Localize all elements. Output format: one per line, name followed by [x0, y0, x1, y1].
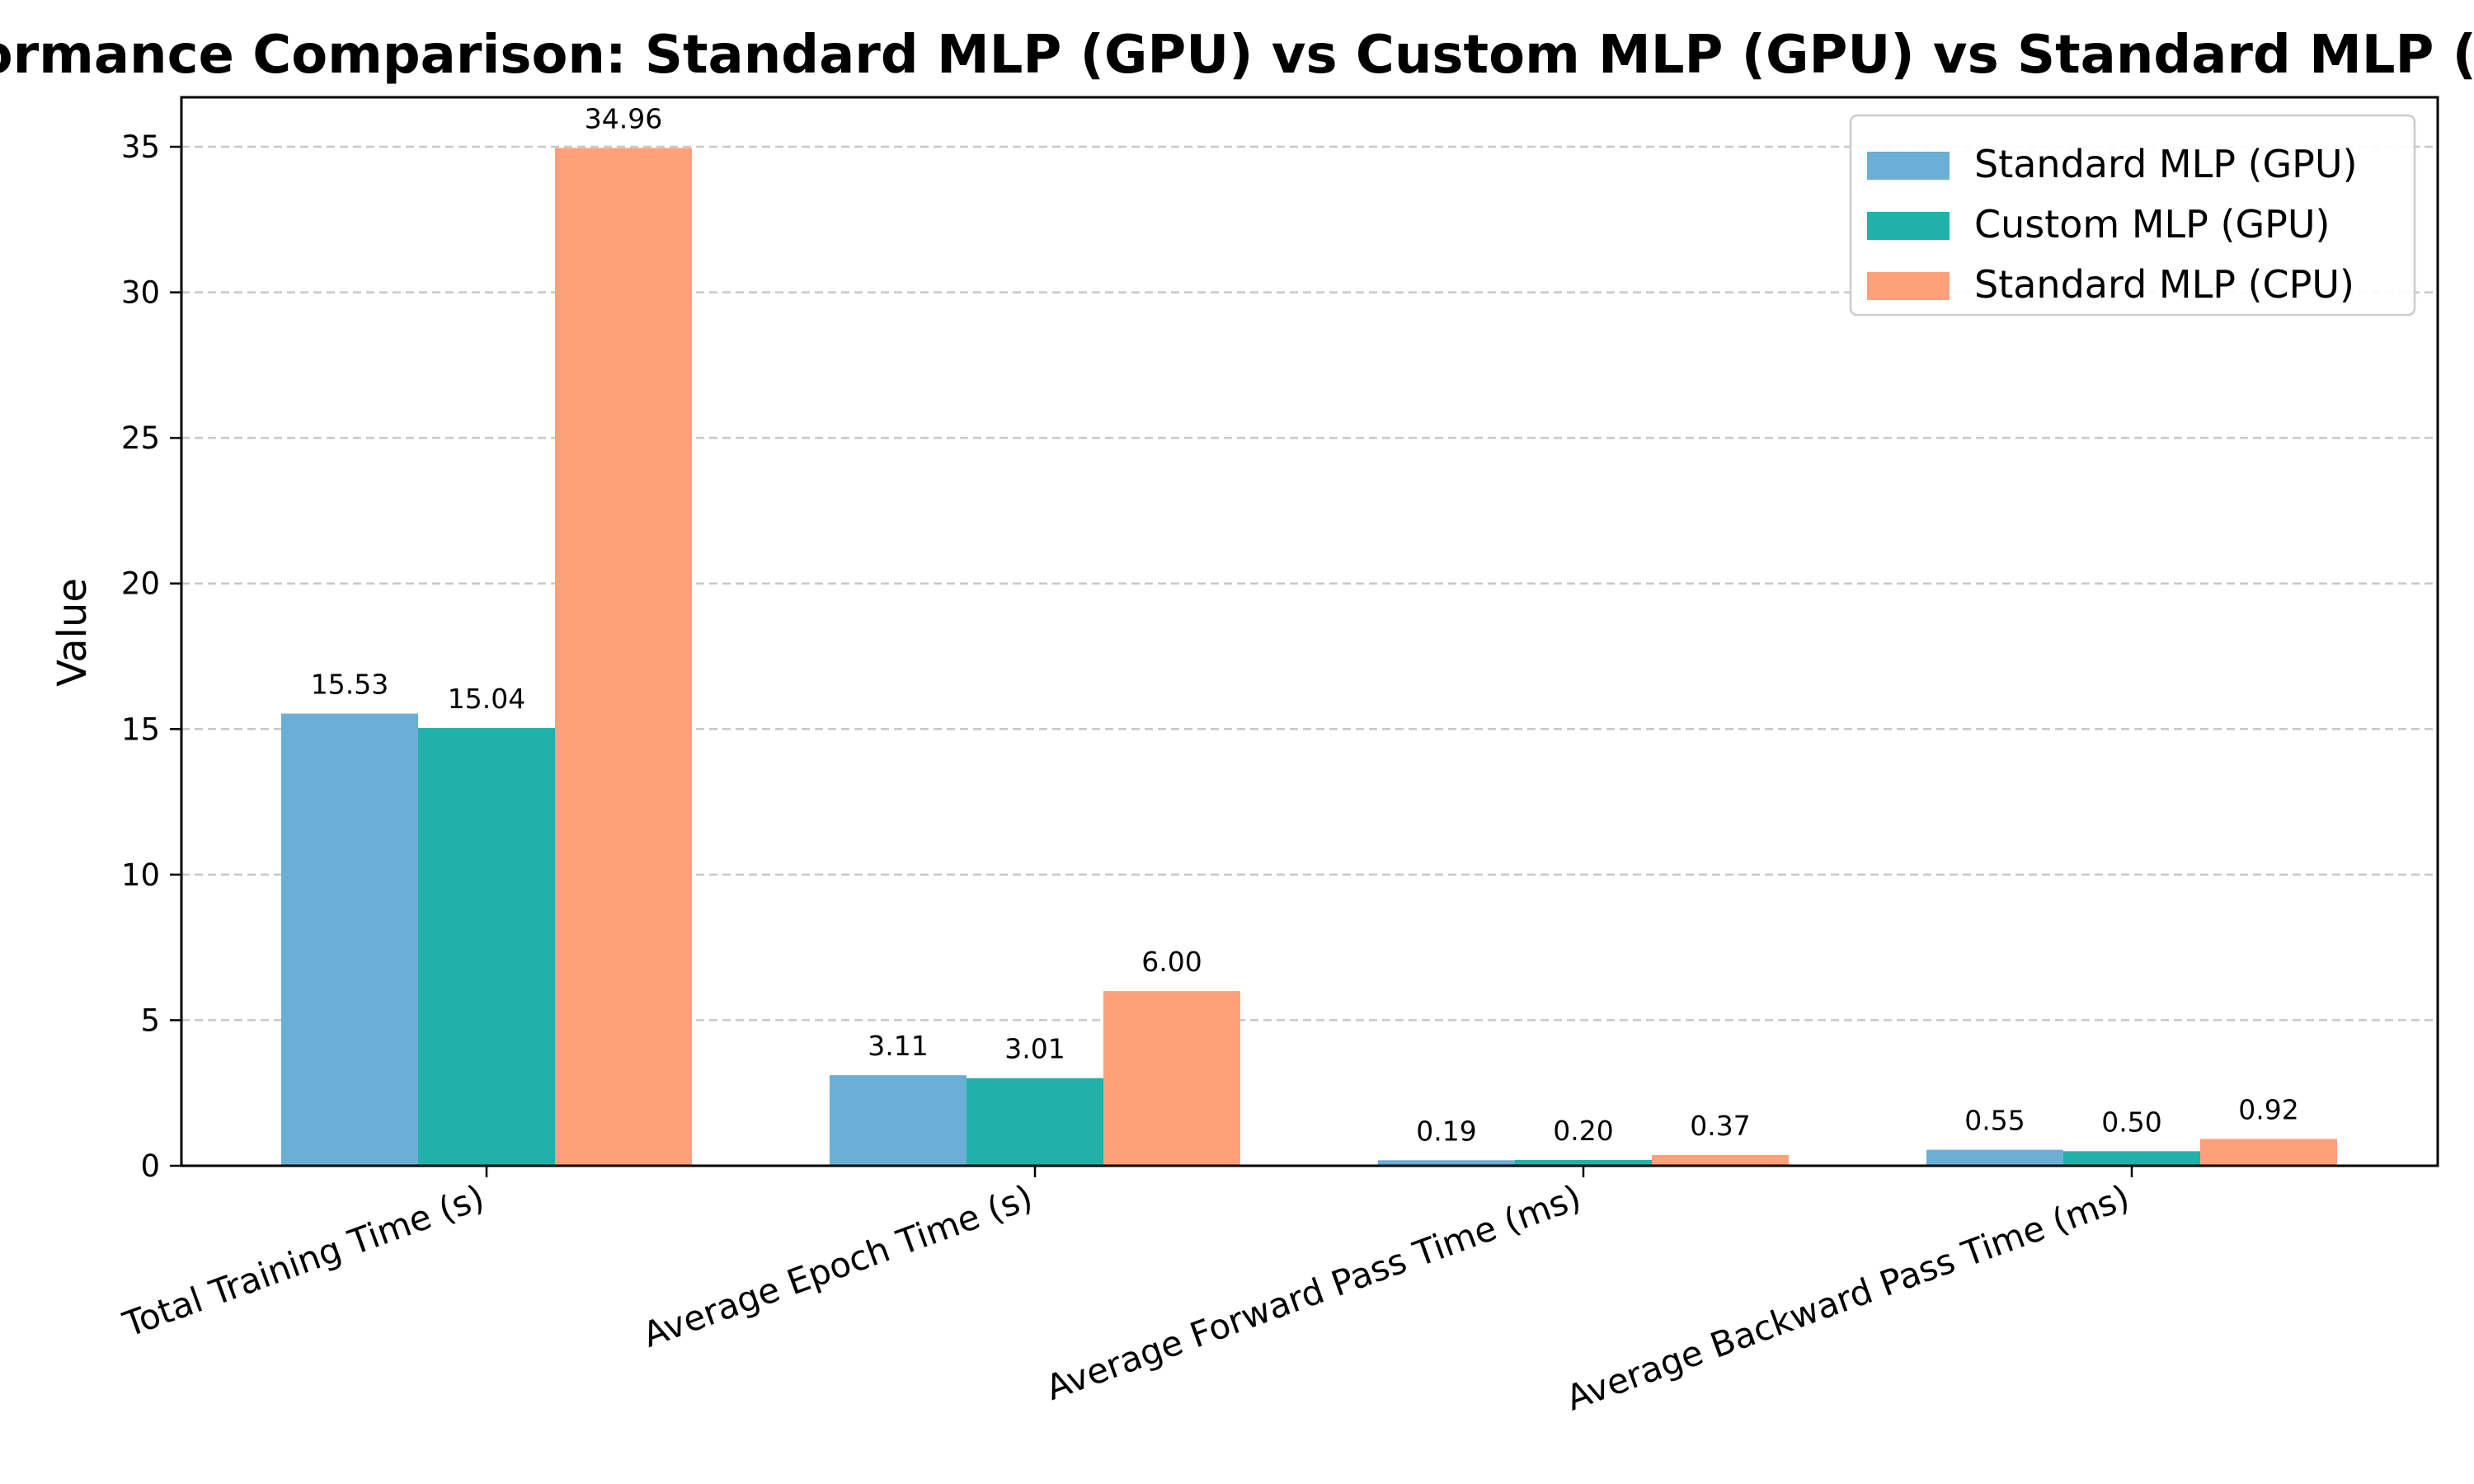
y-tick-label: 20 — [121, 566, 160, 602]
data-label: 3.01 — [1004, 1033, 1065, 1065]
bar — [830, 1075, 967, 1166]
data-labels: 15.53 15.04 34.96 3.11 3.01 6.00 0.19 0.20 0.37 0… — [311, 102, 2299, 1147]
bar — [1515, 1159, 1652, 1166]
data-label: 6.00 — [1141, 946, 1202, 978]
y-tick-label: 10 — [121, 857, 160, 893]
bar — [418, 727, 555, 1166]
data-label: 34.96 — [585, 102, 662, 134]
legend-label: Standard MLP (CPU) — [1974, 262, 2354, 307]
legend-label: Standard MLP (GPU) — [1974, 142, 2358, 186]
bar — [2200, 1139, 2337, 1166]
x-tick-label: Average Epoch Time (s) — [637, 1176, 1037, 1355]
bar — [1926, 1149, 2063, 1166]
bar — [2063, 1151, 2200, 1166]
bar — [967, 1078, 1103, 1166]
plot-frame — [180, 96, 2439, 1167]
legend: Standard MLP (GPU) Custom MLP (GPU) Standa… — [1849, 114, 2416, 317]
data-label: 0.92 — [2238, 1094, 2298, 1126]
y-tick-label: 30 — [121, 275, 160, 311]
y-tick-label: 35 — [121, 129, 160, 165]
bars — [281, 148, 2337, 1167]
chart-title: Performance Comparison: Standard MLP (GP… — [0, 25, 2474, 86]
y-tick-label: 0 — [140, 1148, 160, 1184]
bar — [1103, 991, 1240, 1166]
data-label: 0.50 — [2101, 1106, 2161, 1138]
x-tick-label: Total Training Time (s) — [117, 1176, 489, 1345]
y-axis-label: Value — [49, 578, 96, 687]
data-label: 0.37 — [1690, 1110, 1750, 1142]
legend-box — [1849, 114, 2416, 317]
legend-swatch — [1867, 212, 1950, 240]
bar — [1652, 1154, 1789, 1166]
y-tick-label: 25 — [121, 420, 160, 456]
legend-label: Custom MLP (GPU) — [1974, 202, 2330, 247]
bar — [1378, 1160, 1515, 1166]
data-label: 15.53 — [311, 669, 388, 701]
bar — [555, 148, 692, 1167]
data-label: 0.20 — [1553, 1115, 1613, 1147]
bar — [281, 713, 418, 1166]
data-label: 15.04 — [448, 683, 525, 715]
x-tick-label: Average Backward Pass Time (ms) — [1561, 1176, 2135, 1418]
legend-swatch — [1867, 272, 1950, 300]
legend-swatch — [1867, 152, 1950, 180]
y-tick-label: 15 — [121, 711, 160, 747]
data-label: 0.55 — [1964, 1105, 2025, 1137]
data-label: 0.19 — [1416, 1115, 1476, 1147]
y-tick-label: 5 — [140, 1003, 160, 1038]
data-label: 3.11 — [868, 1030, 928, 1062]
x-tick-label: Average Forward Pass Time (ms) — [1041, 1176, 1586, 1408]
